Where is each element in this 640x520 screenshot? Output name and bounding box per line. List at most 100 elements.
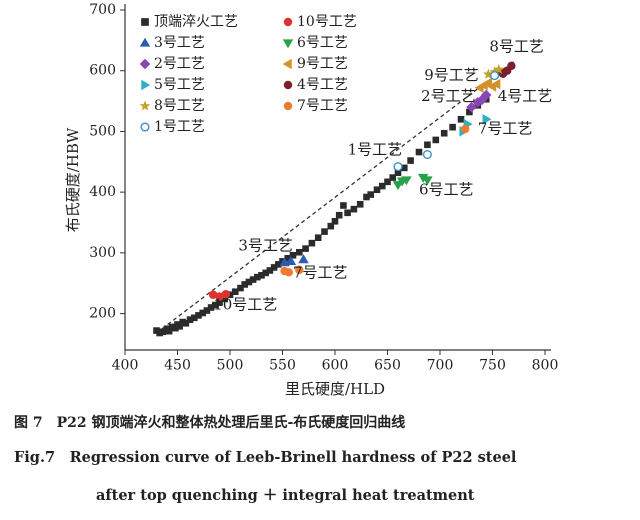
data-point [289, 251, 297, 259]
data-point [285, 256, 297, 266]
data-point [335, 211, 343, 219]
data-point [195, 312, 202, 319]
data-point [275, 261, 282, 268]
data-point [308, 239, 316, 247]
caption-english-line-1: Fig.7 Regression curve of Leeb-Brinell h… [14, 449, 517, 466]
data-point [422, 149, 432, 160]
data-point [422, 176, 433, 186]
data-point [415, 148, 423, 156]
legend-label: 8号工艺 [154, 98, 205, 114]
data-point [350, 205, 358, 213]
annotation-label: 9号工艺 [424, 66, 479, 84]
legend-label: 5号工艺 [154, 77, 205, 93]
legend-marker [139, 58, 151, 70]
data-point [207, 304, 215, 311]
data-point [491, 78, 501, 90]
data-point [258, 272, 265, 279]
annotation-label: 6号工艺 [419, 181, 474, 199]
data-point [466, 108, 473, 116]
annotation-label: 7号工艺 [478, 119, 533, 137]
data-point [457, 115, 465, 123]
data-point [449, 123, 456, 131]
data-point [490, 71, 500, 81]
data-point [327, 222, 335, 230]
legend-marker [282, 58, 292, 70]
legend-label: 4号工艺 [297, 77, 348, 93]
data-points [153, 61, 516, 337]
data-point [262, 269, 269, 277]
data-point [440, 129, 448, 137]
data-point [394, 169, 402, 177]
data-point [461, 124, 470, 134]
data-point [266, 267, 274, 274]
data-point [432, 136, 440, 144]
legend-label: 1号工艺 [154, 119, 205, 135]
data-point [199, 309, 206, 317]
data-point [363, 193, 370, 201]
data-point [389, 174, 397, 181]
regression-line [156, 61, 514, 334]
y-tick-label: 600 [89, 63, 116, 79]
data-point [378, 182, 386, 190]
data-point [191, 314, 198, 322]
legend-marker [283, 17, 293, 27]
data-point [393, 162, 403, 172]
data-point [254, 273, 261, 281]
data-point [314, 234, 322, 241]
scatter-plot: 400 450 500 550 600 650 700 750 800 200 300 400 500 6… [64, 2, 558, 398]
annotation-label: 8号工艺 [489, 37, 544, 55]
legend-marker [139, 100, 151, 111]
x-tick-label: 500 [217, 358, 244, 374]
legend-label: 6号工艺 [297, 35, 348, 51]
data-point [302, 245, 309, 252]
data-point [482, 68, 494, 79]
y-tick-label: 500 [89, 123, 116, 139]
data-point [221, 289, 230, 299]
data-point [356, 200, 364, 208]
data-point [284, 255, 292, 262]
data-point [270, 264, 278, 271]
data-point [373, 186, 381, 194]
legend-marker [141, 18, 149, 26]
caption-chinese: 图 7 P22 钢顶端淬火和整体热处理后里氏-布氏硬度回归曲线 [14, 415, 406, 431]
data-point [226, 291, 234, 299]
data-point [384, 178, 391, 186]
legend-marker [139, 37, 151, 47]
x-tick-label: 600 [322, 358, 349, 374]
y-tick-label: 700 [89, 2, 116, 18]
data-point [296, 248, 303, 256]
data-point [245, 278, 253, 286]
data-point [401, 164, 408, 172]
x-tick-label: 400 [112, 358, 139, 374]
data-point [340, 202, 347, 209]
legend-marker [283, 80, 293, 90]
data-point [344, 209, 351, 217]
data-point [466, 101, 477, 113]
annotation-label: 10号工艺 [213, 295, 277, 313]
regression-line-group [156, 61, 514, 334]
data-point [298, 254, 309, 264]
data-point [241, 281, 248, 288]
x-axis-title: 里氏硬度/HLD [285, 380, 385, 398]
x-tick-label: 750 [479, 358, 506, 374]
data-point [215, 292, 224, 301]
data-point [209, 290, 218, 299]
legend-label: 7号工艺 [297, 98, 348, 114]
legend-label: 2号工艺 [154, 56, 205, 72]
data-point [507, 61, 516, 71]
y-tick-label: 200 [89, 306, 116, 322]
data-point [284, 268, 293, 277]
legend-marker [140, 122, 150, 132]
data-point [331, 217, 339, 225]
data-point [186, 316, 194, 323]
annotation-label: 2号工艺 [421, 87, 476, 105]
data-point [493, 63, 505, 75]
legend-label: 3号工艺 [154, 35, 205, 51]
data-point [212, 301, 219, 309]
x-tick-label: 450 [164, 358, 191, 374]
data-point [417, 173, 429, 183]
y-tick-label: 400 [89, 184, 116, 200]
data-point [321, 228, 328, 235]
annotation-label: 3号工艺 [238, 237, 293, 255]
